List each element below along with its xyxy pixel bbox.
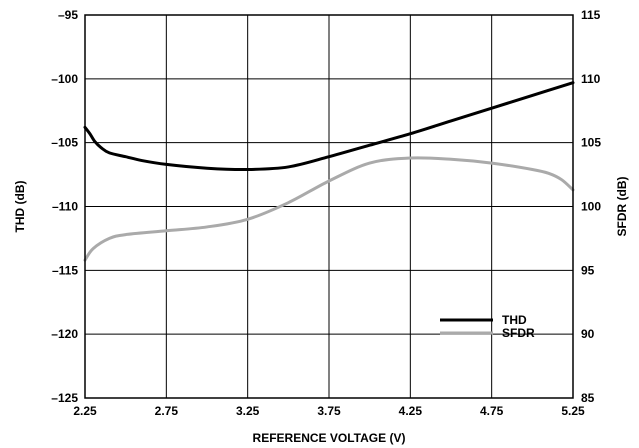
- x-tick-label: 4.75: [480, 404, 504, 418]
- tick-labels: 2.25 2.75 3.25 3.75 4.25 4.75 5.25 –95 –100 –105 –…: [51, 8, 601, 418]
- y-right-tick-label: 85: [581, 391, 595, 405]
- y-right-tick-label: 90: [581, 327, 595, 341]
- x-axis-title: REFERENCE VOLTAGE (V): [253, 431, 406, 445]
- x-tick-label: 2.25: [73, 404, 97, 418]
- series-layer: [83, 81, 575, 262]
- y-left-tick-label: –95: [58, 8, 78, 22]
- x-tick-label: 2.75: [155, 404, 179, 418]
- y-right-tick-label: 95: [581, 263, 595, 277]
- y-left-tick-label: –110: [52, 200, 78, 214]
- y-axis-right-title: SFDR (dB): [615, 177, 629, 237]
- y-left-tick-label: –100: [51, 72, 78, 86]
- y-axis-left-title: THD (dB): [13, 181, 27, 233]
- x-tick-label: 3.25: [236, 404, 260, 418]
- legend-label-thd: THD: [502, 313, 527, 327]
- y-left-tick-label: –120: [51, 327, 78, 341]
- series-line-thd: [83, 81, 575, 172]
- series-line-sfdr: [83, 156, 575, 262]
- y-right-tick-label: 105: [581, 136, 601, 150]
- plot-frame: [84, 14, 574, 399]
- y-left-tick-label: –125: [51, 391, 78, 405]
- y-right-tick-label: 115: [581, 8, 601, 22]
- y-right-tick-label: 110: [581, 72, 601, 86]
- x-tick-label: 3.75: [317, 404, 341, 418]
- y-left-tick-label: –105: [51, 136, 78, 150]
- x-tick-label: 5.25: [561, 404, 585, 418]
- y-left-tick-label: –115: [52, 263, 78, 277]
- x-tick-label: 4.25: [399, 404, 423, 418]
- y-right-tick-label: 100: [581, 200, 601, 214]
- grid-lines: [85, 15, 573, 398]
- legend-label-sfdr: SFDR: [502, 326, 535, 340]
